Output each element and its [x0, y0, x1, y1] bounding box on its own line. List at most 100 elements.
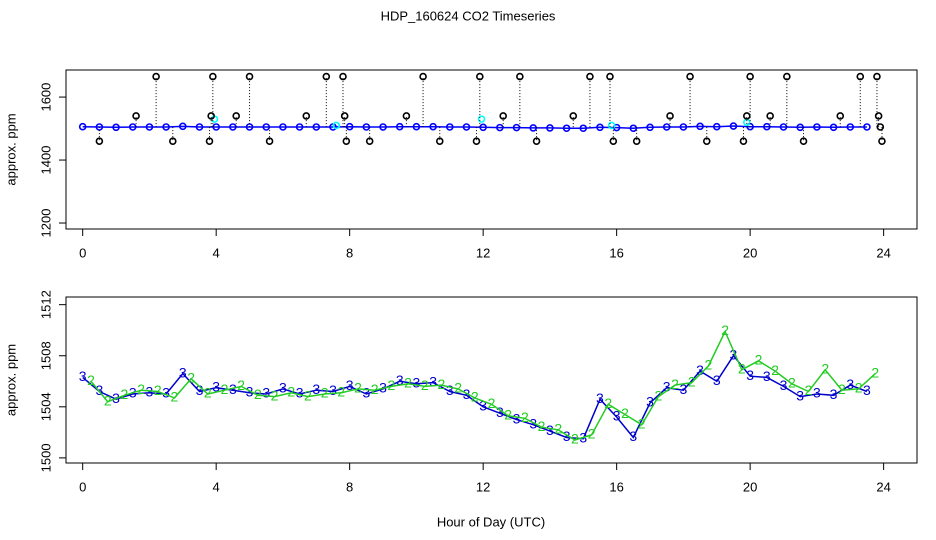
point	[666, 112, 674, 120]
point	[863, 123, 871, 131]
point: 2	[571, 431, 579, 447]
point	[209, 72, 217, 81]
point	[395, 122, 404, 131]
point: 2	[454, 380, 462, 396]
point: 2	[504, 406, 512, 422]
point	[606, 72, 614, 81]
x-tick-label: 16	[609, 245, 623, 260]
y-tick-label: 1508	[38, 341, 53, 370]
point	[162, 123, 170, 131]
point	[168, 137, 177, 145]
point	[579, 124, 588, 133]
point: 3	[863, 382, 871, 398]
point: 3	[429, 373, 437, 389]
point	[512, 123, 521, 132]
point: 3	[346, 377, 354, 393]
point: 2	[137, 381, 145, 397]
point	[362, 123, 371, 131]
x-tick-label: 8	[346, 479, 353, 494]
point: 2	[354, 380, 362, 396]
x-tick-label: 8	[346, 245, 353, 260]
point	[874, 112, 883, 120]
point	[379, 123, 387, 131]
point	[686, 72, 694, 81]
point	[340, 112, 349, 120]
point: 2	[688, 373, 696, 389]
point	[546, 124, 554, 132]
point	[462, 123, 471, 131]
point	[569, 112, 578, 120]
point: 2	[87, 372, 95, 388]
y-tick-label: 1504	[38, 392, 53, 421]
point: 2	[604, 395, 612, 411]
point	[632, 137, 641, 145]
point: 2	[755, 352, 763, 368]
point: 3	[95, 382, 103, 398]
point	[95, 123, 104, 131]
point: 3	[746, 367, 754, 383]
point: 3	[546, 422, 554, 438]
point	[262, 123, 271, 131]
point: 2	[154, 382, 162, 398]
y-tick-label: 1500	[38, 443, 53, 472]
point: 3	[596, 390, 604, 406]
plot-box	[65, 69, 918, 230]
point: 3	[329, 382, 337, 398]
point	[712, 122, 721, 131]
point: 2	[104, 392, 112, 408]
point	[435, 137, 444, 145]
point	[746, 72, 754, 81]
point	[496, 123, 504, 132]
point	[813, 123, 821, 131]
x-tick-label: 4	[213, 479, 220, 494]
point: 3	[563, 428, 571, 444]
point	[829, 123, 838, 132]
point: 2	[871, 364, 879, 380]
point	[132, 112, 140, 120]
point: 3	[162, 385, 170, 401]
point: 2	[638, 415, 646, 431]
point: 2	[421, 377, 429, 393]
point: 3	[663, 378, 671, 394]
point	[702, 137, 711, 145]
point	[145, 123, 154, 131]
point: 2	[738, 360, 746, 376]
point: 3	[780, 377, 788, 393]
point: 3	[212, 378, 220, 394]
point: 2	[271, 387, 279, 403]
point	[302, 112, 311, 120]
point	[783, 72, 791, 81]
y-tick-label: 1512	[38, 290, 53, 319]
point	[205, 137, 214, 145]
point	[499, 112, 507, 120]
point: 2	[771, 362, 779, 378]
y-axis-label: approx. ppm	[3, 113, 18, 185]
point	[476, 72, 484, 81]
point: 3	[362, 385, 370, 401]
point	[342, 137, 351, 145]
point	[856, 72, 865, 81]
point	[112, 123, 120, 132]
point	[445, 123, 454, 131]
point	[629, 124, 638, 133]
point: 3	[279, 380, 287, 396]
x-tick-label: 24	[876, 479, 890, 494]
x-tick-label: 16	[609, 479, 623, 494]
point: 2	[221, 381, 229, 397]
x-tick-label: 12	[476, 479, 490, 494]
point	[195, 123, 204, 131]
point: 2	[371, 381, 379, 397]
point: 3	[730, 346, 738, 362]
point: 3	[846, 376, 854, 392]
point: 3	[396, 372, 404, 388]
point: 3	[446, 382, 454, 398]
point	[365, 137, 374, 145]
point	[339, 72, 347, 81]
point: 3	[513, 410, 521, 426]
point	[477, 115, 486, 123]
point	[729, 122, 738, 130]
point: 3	[196, 382, 204, 398]
